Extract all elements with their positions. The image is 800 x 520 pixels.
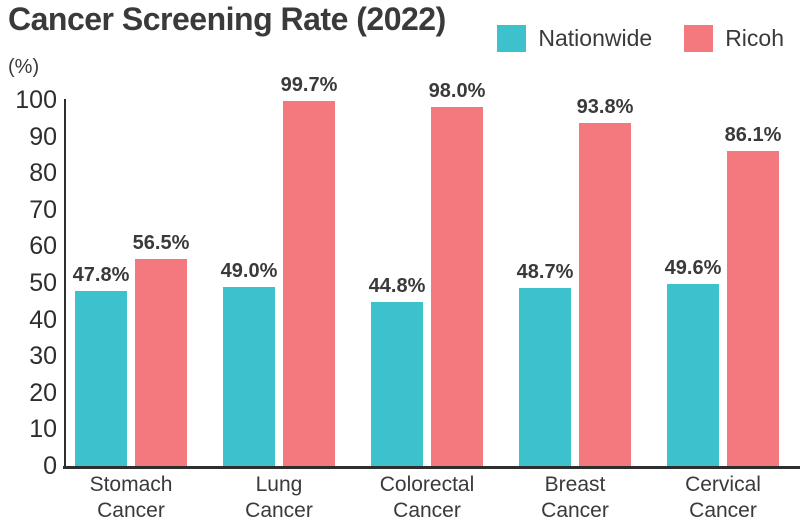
bar-ricoh-2: [431, 107, 483, 466]
y-tick-label: 30: [29, 342, 57, 371]
x-category-label: Stomach Cancer: [89, 473, 173, 520]
bar-nationwide-1: [223, 286, 275, 466]
bar-value-label: 48.7%: [516, 260, 574, 283]
x-axis-line: [63, 466, 800, 469]
bar-value-label: 49.0%: [220, 259, 278, 282]
legend-item-nationwide: Nationwide: [497, 25, 652, 52]
legend-label-ricoh: Ricoh: [725, 25, 784, 51]
bar-value-label: 49.6%: [664, 257, 722, 280]
bar-ricoh-4: [727, 150, 779, 466]
legend-label-nationwide: Nationwide: [538, 25, 653, 51]
x-category-label: Breast Cancer: [541, 473, 609, 520]
bar-value-label: 44.8%: [368, 275, 426, 298]
bar-ricoh-0: [135, 259, 187, 466]
legend-swatch-ricoh-icon: [684, 25, 714, 52]
y-tick-label: 100: [15, 86, 57, 114]
y-tick-label: 40: [29, 305, 57, 334]
legend-swatch-nationwide-icon: [497, 25, 527, 52]
bar-ricoh-3: [579, 122, 631, 466]
bar-value-label: 99.7%: [280, 74, 338, 97]
y-tick-label: 50: [29, 269, 57, 297]
bar-value-label: 93.8%: [576, 95, 634, 118]
bar-value-label: 56.5%: [132, 232, 190, 255]
bar-value-label: 98.0%: [428, 80, 486, 103]
x-category-label: Lung Cancer: [245, 473, 313, 520]
y-axis-unit-label: (%): [8, 56, 40, 78]
bar-nationwide-0: [75, 291, 127, 466]
bar-nationwide-3: [519, 287, 571, 466]
bar-value-label: 86.1%: [724, 123, 782, 146]
legend-item-ricoh: Ricoh: [684, 25, 784, 52]
y-tick-label: 70: [29, 195, 57, 224]
y-tick-label: 90: [29, 122, 57, 151]
bar-ricoh-1: [283, 101, 335, 466]
chart-title: Cancer Screening Rate (2022): [8, 1, 446, 37]
y-tick-label: 20: [29, 378, 57, 407]
bar-nationwide-2: [371, 302, 423, 466]
y-tick-label: 80: [29, 159, 57, 188]
y-axis-line: [64, 99, 66, 469]
y-tick-label: 60: [29, 232, 57, 261]
x-category-label: Cervical Cancer: [685, 473, 761, 520]
legend: Nationwide Ricoh: [497, 25, 784, 52]
x-category-label: Colorectal Cancer: [379, 473, 475, 520]
bar-value-label: 47.8%: [72, 264, 130, 287]
bar-nationwide-4: [667, 284, 719, 466]
y-tick-label: 0: [43, 452, 57, 480]
y-tick-label: 10: [29, 415, 57, 444]
